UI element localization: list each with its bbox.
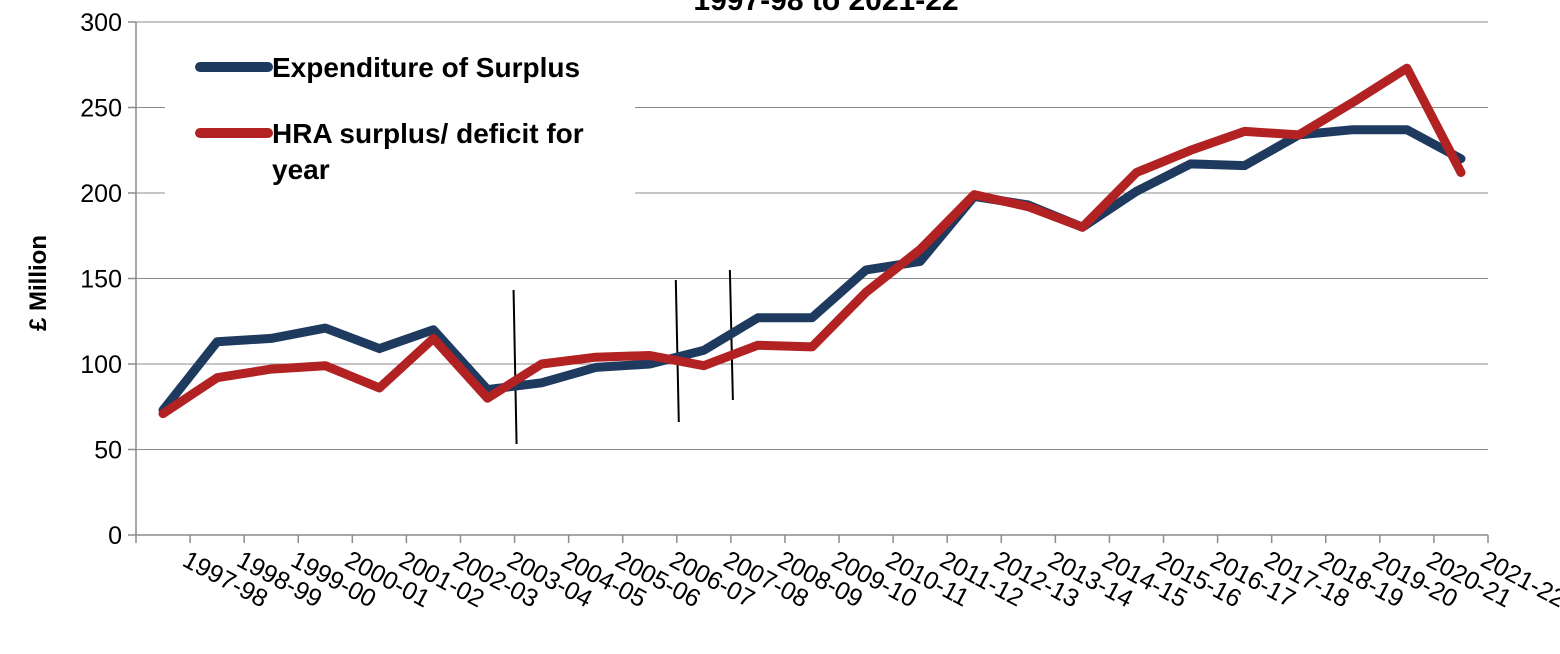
legend: Expenditure of Surplus HRA surplus/ defi… — [165, 36, 635, 196]
series-line-2 — [158, 63, 1466, 419]
y-tick-label-0: 0 — [108, 522, 122, 550]
legend-label-hra: HRA surplus/ deficit for year — [272, 118, 591, 185]
y-tick-label-200: 200 — [80, 180, 122, 208]
chart-title: 1997-98 to 2021-22 — [693, 0, 958, 17]
axes — [135, 22, 1489, 543]
y-tick-label-150: 150 — [80, 266, 122, 294]
legend-label-expenditure: Expenditure of Surplus — [272, 52, 580, 83]
y-tick-label-250: 250 — [80, 95, 122, 123]
gridlines — [128, 21, 1488, 536]
series-line-1 — [158, 125, 1466, 415]
y-tick-label-50: 50 — [94, 437, 122, 465]
x-tick-labels: 1997-981998-991999-002000-012001-022002-… — [178, 546, 1560, 614]
y-tick-label-300: 300 — [80, 9, 122, 37]
vertical-marker-2 — [674, 279, 680, 423]
y-tick-label-100: 100 — [80, 351, 122, 379]
vertical-marker-1 — [512, 289, 518, 445]
legend-label-hra-line2: year — [272, 154, 330, 185]
y-tick-labels: 0 50 100 150 200 250 300 — [80, 9, 122, 550]
series-lines — [158, 63, 1466, 419]
legend-label-hra-line1: HRA surplus/ deficit for — [272, 118, 584, 149]
y-axis-label: £ Million — [25, 235, 52, 331]
